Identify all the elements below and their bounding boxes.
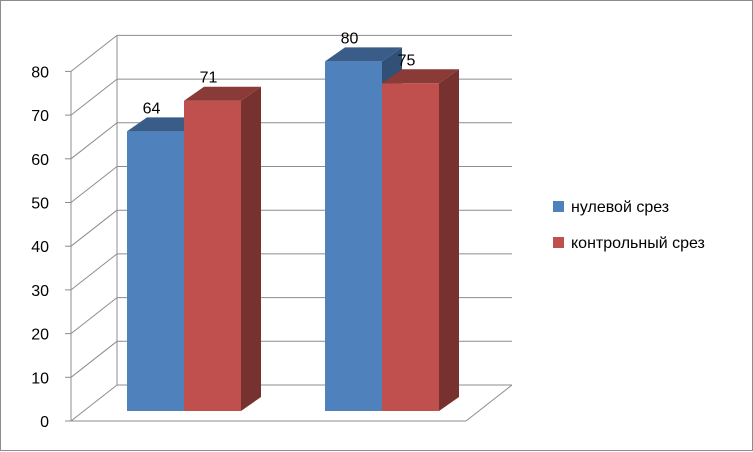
data-label: 64 xyxy=(143,100,161,117)
y-tick-label: 30 xyxy=(31,283,49,300)
legend-label: контрольный срез xyxy=(571,235,705,252)
legend: нулевой срез контрольный срез xyxy=(553,199,705,252)
gridline-side-80 xyxy=(70,35,118,72)
legend-label: нулевой срез xyxy=(571,199,669,216)
bar xyxy=(127,131,184,411)
legend-swatch xyxy=(553,201,564,212)
bar-top xyxy=(382,69,459,84)
gridline-side-50 xyxy=(70,166,118,203)
y-tick-label: 60 xyxy=(31,152,49,169)
y-tick-label: 0 xyxy=(40,414,49,431)
bar xyxy=(382,83,439,411)
y-tick-label: 70 xyxy=(31,108,49,125)
gridline-side-60 xyxy=(70,122,118,160)
data-label: 80 xyxy=(341,30,359,47)
gridline-side-40 xyxy=(70,209,118,247)
y-tick-label: 80 xyxy=(31,64,49,81)
bar xyxy=(184,100,241,411)
bars xyxy=(127,47,459,412)
bar-side xyxy=(439,69,459,411)
y-tick-label: 10 xyxy=(31,370,49,387)
bar xyxy=(325,61,382,412)
data-label: 75 xyxy=(398,52,416,69)
legend-swatch xyxy=(553,237,564,248)
data-labels: 64 71 80 75 xyxy=(143,30,416,117)
gridline-side-20 xyxy=(70,297,118,334)
bar-side xyxy=(241,86,261,411)
gridline-side-0 xyxy=(70,384,118,422)
y-tick-label: 20 xyxy=(31,327,49,344)
floor-right-edge xyxy=(465,384,513,422)
y-tick-label: 40 xyxy=(31,239,49,256)
gridline-side-30 xyxy=(70,253,118,291)
data-label: 71 xyxy=(200,70,218,87)
gridline-side-10 xyxy=(70,340,118,378)
bar-top xyxy=(325,47,402,62)
y-axis-ticks: 0 10 20 30 40 50 60 70 80 xyxy=(31,64,49,431)
bar-top xyxy=(184,86,261,101)
gridline-side-70 xyxy=(70,78,118,116)
y-tick-label: 50 xyxy=(31,196,49,213)
